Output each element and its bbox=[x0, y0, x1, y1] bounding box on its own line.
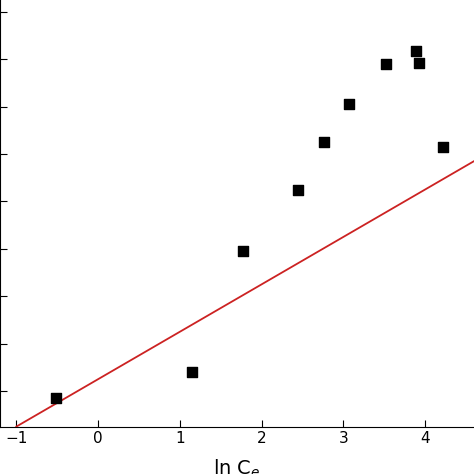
Point bbox=[188, 368, 196, 376]
Point bbox=[439, 143, 447, 151]
Point bbox=[382, 60, 390, 68]
Point bbox=[412, 47, 420, 55]
Point bbox=[415, 59, 423, 67]
Point bbox=[53, 394, 60, 402]
Point bbox=[320, 138, 328, 146]
Point bbox=[239, 247, 246, 255]
Point bbox=[294, 186, 302, 193]
X-axis label: ln C$_e$: ln C$_e$ bbox=[213, 457, 261, 474]
Point bbox=[345, 100, 353, 108]
